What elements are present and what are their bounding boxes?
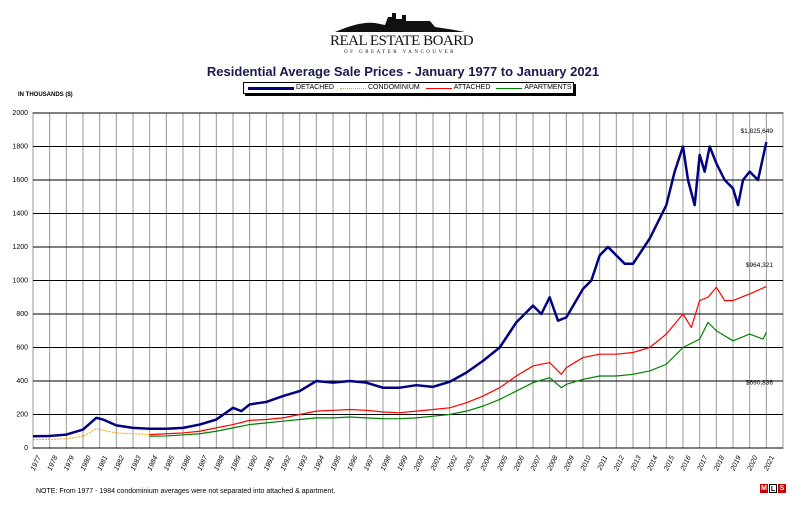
skyline-icon xyxy=(335,13,465,32)
mls-letter: S xyxy=(778,484,786,493)
x-tick-label: 2021 xyxy=(763,455,776,473)
x-tick-label: 2009 xyxy=(563,455,576,473)
y-tick-label: 0 xyxy=(24,445,28,452)
series-line-apartments xyxy=(149,321,767,437)
x-tick-label: 2006 xyxy=(513,455,526,473)
x-tick-label: 1985 xyxy=(163,455,176,472)
legend-item: APARTMENTS xyxy=(496,84,572,92)
x-tick-label: 2012 xyxy=(613,455,626,473)
x-tick-label: 1978 xyxy=(47,455,60,472)
value-annotation: $690,836 xyxy=(746,379,773,386)
legend-label: CONDOMINIUM xyxy=(367,84,420,91)
legend-swatch xyxy=(496,87,523,89)
x-tick-label: 1997 xyxy=(363,454,376,472)
x-tick-label: 2016 xyxy=(679,455,692,473)
y-tick-label: 400 xyxy=(16,378,28,385)
x-tick-label: 2015 xyxy=(663,455,676,473)
x-tick-label: 1980 xyxy=(80,455,93,472)
x-tick-label: 1986 xyxy=(180,455,193,472)
x-tick-label: 1983 xyxy=(130,455,143,472)
x-tick-label: 2018 xyxy=(713,455,726,473)
y-tick-label: 800 xyxy=(16,311,28,318)
x-tick-label: 1979 xyxy=(63,455,76,472)
mls-letter: M xyxy=(760,484,768,493)
x-tick-label: 2010 xyxy=(579,455,592,473)
x-tick-label: 2019 xyxy=(729,455,742,473)
x-tick-label: 2003 xyxy=(463,455,476,473)
x-tick-label: 2008 xyxy=(546,455,559,473)
chart-legend: DETACHED CONDOMINIUM ATTACHED APARTMENTS xyxy=(243,82,574,94)
y-axis-label: IN THOUSANDS ($) xyxy=(18,92,73,98)
legend-label: ATTACHED xyxy=(453,84,491,91)
y-tick-label: 1400 xyxy=(12,211,28,218)
legend-item: ATTACHED xyxy=(425,84,491,92)
x-tick-label: 2001 xyxy=(429,455,442,473)
x-tick-label: 1992 xyxy=(280,455,293,472)
x-tick-label: 2005 xyxy=(496,455,509,473)
chart-title: Residential Average Sale Prices - Januar… xyxy=(206,64,600,79)
x-tick-label: 1982 xyxy=(113,455,126,472)
legend-item: CONDOMINIUM xyxy=(339,84,420,92)
x-tick-label: 2007 xyxy=(529,454,543,473)
x-tick-label: 1995 xyxy=(330,455,343,472)
x-tick-label: 2002 xyxy=(446,455,459,473)
board-logo: REAL ESTATE BOARD OF GREATER VANCOUVER xyxy=(330,12,474,58)
series-line-attached xyxy=(149,285,767,436)
series-line-detached xyxy=(32,141,768,438)
x-tick-label: 1987 xyxy=(197,454,210,472)
value-annotation: $964,321 xyxy=(746,262,773,269)
legend-swatch xyxy=(339,87,366,89)
x-tick-label: 1990 xyxy=(247,455,260,472)
legend-label: APARTMENTS xyxy=(524,84,572,91)
x-tick-label: 2020 xyxy=(746,455,759,473)
x-tick-label: 1996 xyxy=(347,455,360,472)
x-tick-label: 2017 xyxy=(696,454,710,473)
x-tick-label: 1994 xyxy=(313,455,326,472)
logo-subtitle: OF GREATER VANCOUVER xyxy=(343,50,457,55)
legend-item: DETACHED xyxy=(248,84,334,92)
x-tick-label: 1998 xyxy=(380,455,393,472)
x-tick-label: 1977 xyxy=(30,454,43,472)
x-tick-label: 1991 xyxy=(263,455,276,472)
y-tick-label: 1200 xyxy=(12,244,28,251)
x-tick-label: 1989 xyxy=(230,455,243,472)
x-tick-label: 1981 xyxy=(97,455,110,472)
y-tick-label: 1600 xyxy=(12,177,28,184)
legend-label: DETACHED xyxy=(296,84,334,91)
legend-swatch xyxy=(425,87,452,89)
x-tick-label: 1984 xyxy=(147,455,160,472)
y-tick-label: 1000 xyxy=(12,278,28,285)
mls-letter: L xyxy=(769,484,777,493)
y-tick-label: 2000 xyxy=(12,110,28,117)
y-tick-label: 600 xyxy=(16,345,28,352)
x-tick-label: 2014 xyxy=(646,455,659,473)
mls-logo: M L S xyxy=(760,484,786,493)
x-tick-label: 1988 xyxy=(213,455,226,472)
x-tick-label: 1993 xyxy=(297,455,310,472)
y-tick-label: 1800 xyxy=(12,144,28,151)
legend-swatch xyxy=(248,86,294,90)
x-tick-label: 2011 xyxy=(596,455,609,473)
y-tick-label: 200 xyxy=(16,412,28,419)
x-tick-label: 2013 xyxy=(629,455,642,473)
x-tick-label: 2000 xyxy=(413,455,426,473)
value-annotation: $1,825,649 xyxy=(740,128,773,135)
logo-name: REAL ESTATE BOARD xyxy=(330,33,474,49)
x-tick-label: 2004 xyxy=(479,455,492,473)
x-tick-label: 1999 xyxy=(397,455,410,472)
series-line-condominium xyxy=(32,428,150,441)
footnote: NOTE: From 1977 - 1984 condominium avera… xyxy=(36,488,336,495)
